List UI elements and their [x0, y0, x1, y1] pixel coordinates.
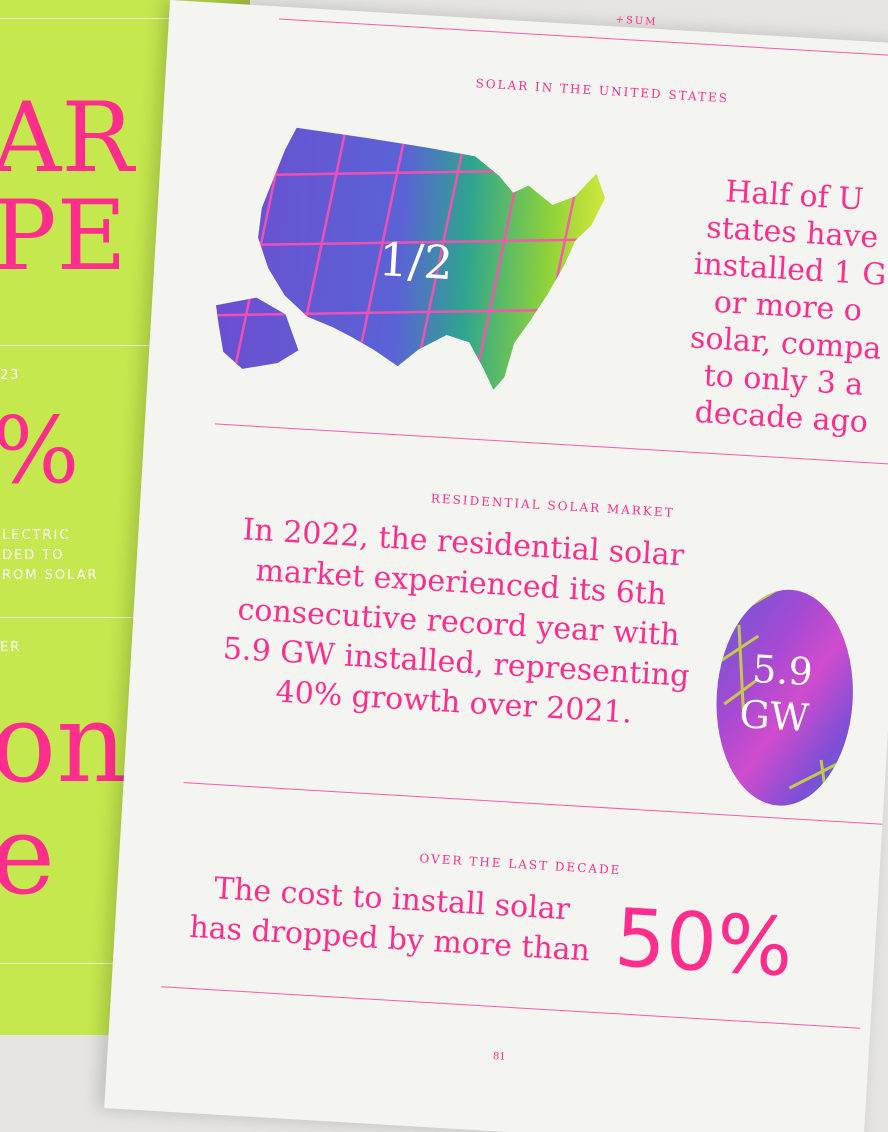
section1-text: Half of U states have installed 1 G or m…	[616, 168, 888, 446]
right-page: +SUM SOLAR IN THE UNITED STATES	[104, 0, 888, 1132]
left-small-label-2: ER	[0, 640, 22, 655]
section3-text: The cost to install solar has dropped by…	[179, 867, 603, 972]
left-headline-line1: AR	[0, 82, 134, 194]
gw-badge: 5.9 GW	[708, 584, 861, 812]
left-caption-line1: LECTRIC	[2, 528, 71, 543]
gw-badge-value: 5.9	[751, 647, 814, 695]
section3-label: OVER THE LAST DECADE	[419, 851, 622, 878]
us-solar-map: 1/2	[211, 116, 626, 409]
left-caption-line3: ROM SOLAR	[2, 568, 99, 583]
left-small-label-1: 23	[0, 368, 21, 383]
section2-text: In 2022, the residential solar market ex…	[213, 509, 704, 737]
page-header: +SUM	[615, 14, 658, 28]
left-rule-3	[0, 617, 140, 618]
left-big-word-2: e	[0, 791, 56, 919]
section3-big-value: 50%	[612, 891, 796, 995]
left-rule-2	[0, 345, 160, 346]
page-number: 81	[492, 1051, 506, 1063]
left-big-percent: %	[0, 397, 80, 504]
section3-rule	[161, 986, 861, 1029]
left-top-rule	[0, 18, 185, 19]
gw-badge-graphic: 5.9 GW	[715, 585, 853, 810]
left-caption-line2: DED TO	[2, 548, 65, 563]
left-rule-4	[0, 963, 115, 964]
gw-badge-unit: GW	[738, 692, 810, 740]
left-headline-line2: PE	[0, 180, 127, 292]
left-big-word-1: on	[0, 679, 128, 807]
section1-label: SOLAR IN THE UNITED STATES	[475, 76, 730, 106]
section2-label: RESIDENTIAL SOLAR MARKET	[430, 491, 675, 520]
us-map-graphic: 1/2	[212, 125, 609, 396]
map-fraction-label: 1/2	[377, 232, 454, 290]
header-rule	[279, 18, 888, 58]
